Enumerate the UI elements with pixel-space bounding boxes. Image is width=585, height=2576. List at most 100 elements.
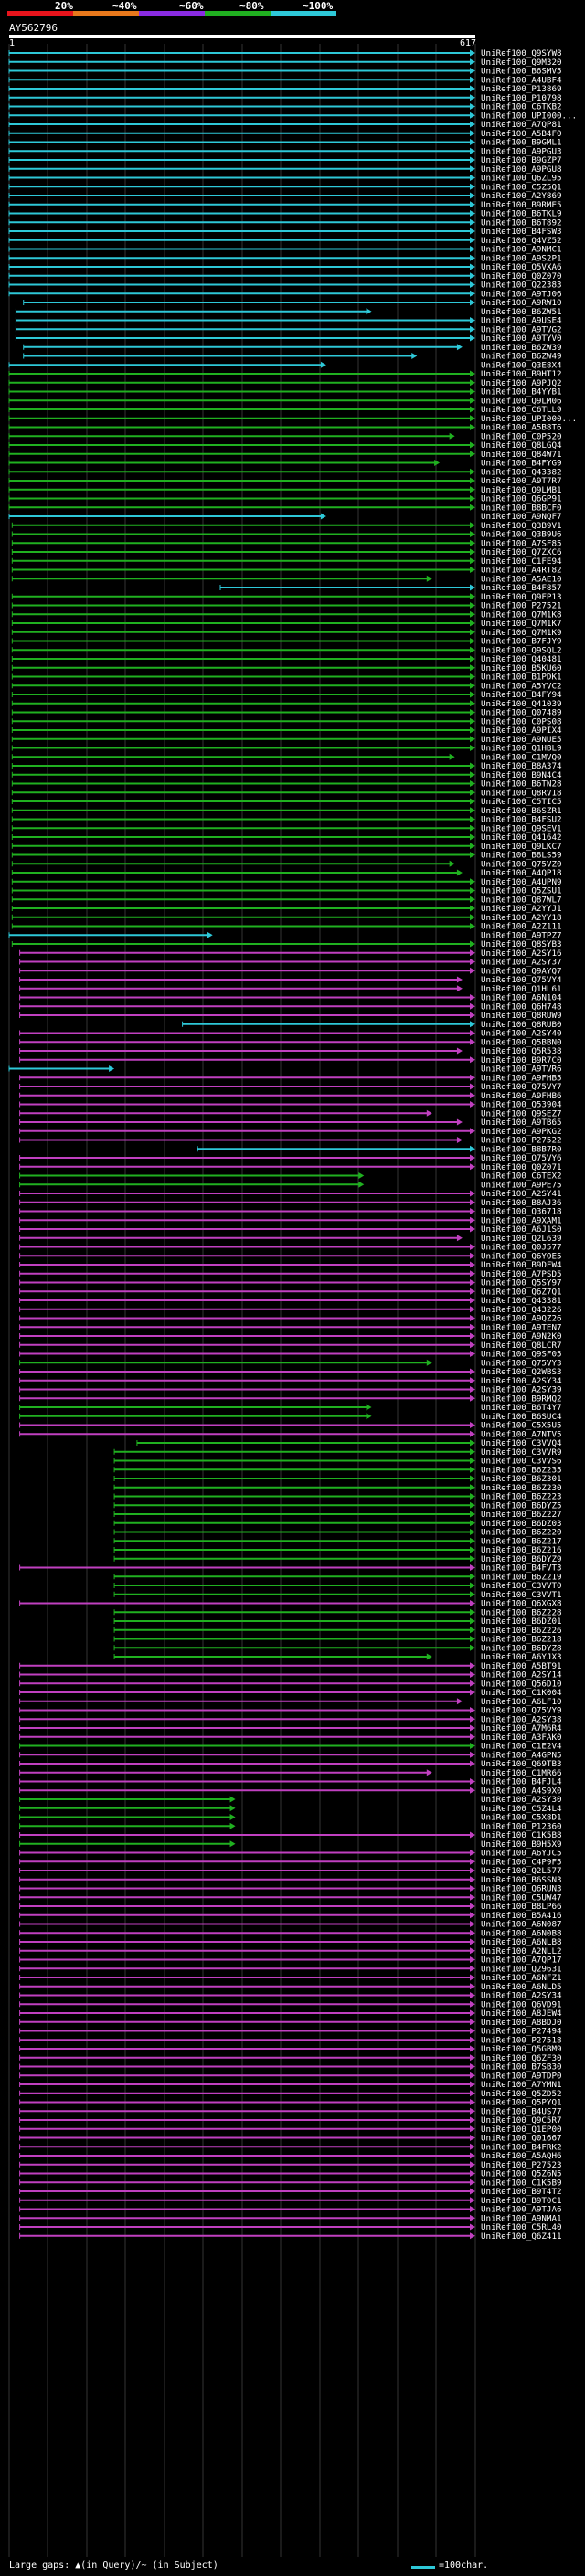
hit-label[interactable]: UniRef100_Q41642: [481, 832, 562, 843]
hit-label[interactable]: UniRef100_A9TJA6: [481, 2205, 562, 2215]
hit-label[interactable]: UniRef100_A6N087: [481, 1920, 562, 1930]
hit-label[interactable]: UniRef100_B4F857: [481, 583, 562, 593]
hit-label[interactable]: UniRef100_B9GML1: [481, 138, 562, 148]
hit-label[interactable]: UniRef100_A2YYJ1: [481, 904, 562, 914]
hit-label[interactable]: UniRef100_A9PJQ2: [481, 378, 562, 388]
hit-label[interactable]: UniRef100_B4FVT3: [481, 1564, 562, 1574]
hit-label[interactable]: UniRef100_A7SF85: [481, 538, 562, 548]
hit-label[interactable]: UniRef100_A9FHB6: [481, 1091, 562, 1101]
hit-label[interactable]: UniRef100_B8LS59: [481, 851, 562, 861]
hit-label[interactable]: UniRef100_Q22383: [481, 281, 562, 291]
hit-label[interactable]: UniRef100_A7NTV5: [481, 1429, 562, 1439]
hit-label[interactable]: UniRef100_A6J1S0: [481, 1224, 562, 1235]
hit-label[interactable]: UniRef100_C3VVQ4: [481, 1438, 562, 1448]
hit-label[interactable]: UniRef100_B4FYG9: [481, 459, 562, 469]
hit-label[interactable]: UniRef100_C4P9F5: [481, 1857, 562, 1867]
hit-label[interactable]: UniRef100_B7FJY9: [481, 637, 562, 647]
hit-label[interactable]: UniRef100_B8BCF0: [481, 503, 562, 513]
hit-label[interactable]: UniRef100_Q7ZXC6: [481, 547, 562, 557]
hit-label[interactable]: UniRef100_B6T892: [481, 217, 562, 228]
hit-label[interactable]: UniRef100_A6YJX3: [481, 1652, 562, 1662]
hit-label[interactable]: UniRef100_Q8RUB0: [481, 1020, 562, 1030]
hit-label[interactable]: UniRef100_Q75VY3: [481, 1358, 562, 1368]
hit-label[interactable]: UniRef100_Q6ZL95: [481, 174, 562, 184]
hit-label[interactable]: UniRef100_A3FAK0: [481, 1733, 562, 1743]
hit-label[interactable]: UniRef100_B9N4C4: [481, 770, 562, 780]
hit-label[interactable]: UniRef100_Q5Z6N5: [481, 2169, 562, 2179]
hit-label[interactable]: UniRef100_A9USE4: [481, 316, 562, 326]
hit-label[interactable]: UniRef100_A9S2P1: [481, 253, 562, 263]
hit-label[interactable]: UniRef100_A2YY18: [481, 913, 562, 923]
hit-label[interactable]: UniRef100_C0PS08: [481, 716, 562, 726]
hit-label[interactable]: UniRef100_C5RL40: [481, 2222, 562, 2232]
hit-label[interactable]: UniRef100_A2SY16: [481, 949, 562, 959]
hit-label[interactable]: UniRef100_Q53904: [481, 1100, 562, 1110]
hit-label[interactable]: UniRef100_Q4VZ52: [481, 236, 562, 246]
hit-label[interactable]: UniRef100_UPI000...: [481, 111, 577, 121]
hit-label[interactable]: UniRef100_B1PDK1: [481, 673, 562, 683]
hit-label[interactable]: UniRef100_C3VVT0: [481, 1581, 562, 1591]
hit-label[interactable]: UniRef100_Q5PYQ1: [481, 2098, 562, 2108]
hit-label[interactable]: UniRef100_B9R7C0: [481, 1055, 562, 1065]
hit-label[interactable]: UniRef100_Q9AYQ7: [481, 966, 562, 976]
hit-label[interactable]: UniRef100_B4US77: [481, 2106, 562, 2116]
hit-label[interactable]: UniRef100_Q6Z7Q1: [481, 1287, 562, 1297]
hit-label[interactable]: UniRef100_C1MR66: [481, 1768, 562, 1778]
hit-label[interactable]: UniRef100_Q5ZSU1: [481, 886, 562, 896]
hit-label[interactable]: UniRef100_A9TYV0: [481, 334, 562, 344]
hit-label[interactable]: UniRef100_B4FSW3: [481, 227, 562, 237]
hit-label[interactable]: UniRef100_Q5ZD52: [481, 2089, 562, 2099]
hit-label[interactable]: UniRef100_C6TLL9: [481, 405, 562, 415]
hit-label[interactable]: UniRef100_A7PSD5: [481, 1269, 562, 1279]
hit-label[interactable]: UniRef100_A9TVR6: [481, 1065, 562, 1075]
hit-label[interactable]: UniRef100_Q9M320: [481, 58, 562, 68]
hit-label[interactable]: UniRef100_A9FHB5: [481, 1073, 562, 1083]
hit-label[interactable]: UniRef100_A6NLB8: [481, 1937, 562, 1947]
hit-label[interactable]: UniRef100_B9RME5: [481, 200, 562, 210]
hit-label[interactable]: UniRef100_A9PIX4: [481, 726, 562, 736]
hit-label[interactable]: UniRef100_B6ZW51: [481, 307, 562, 317]
hit-label[interactable]: UniRef100_Q9LM06: [481, 396, 562, 406]
hit-label[interactable]: UniRef100_A9TB65: [481, 1118, 562, 1128]
hit-label[interactable]: UniRef100_Q8RV18: [481, 788, 562, 798]
hit-label[interactable]: UniRef100_Q75VY9: [481, 1706, 562, 1716]
hit-label[interactable]: UniRef100_P27518: [481, 2035, 562, 2045]
hit-label[interactable]: UniRef100_C1FE94: [481, 557, 562, 567]
hit-label[interactable]: UniRef100_B4YYB1: [481, 387, 562, 398]
hit-label[interactable]: UniRef100_A2Y869: [481, 191, 562, 201]
hit-label[interactable]: UniRef100_B4FSU2: [481, 815, 562, 825]
hit-label[interactable]: UniRef100_Q75VY7: [481, 1082, 562, 1092]
hit-label[interactable]: UniRef100_B6DZ01: [481, 1617, 562, 1627]
hit-label[interactable]: UniRef100_Q36718: [481, 1207, 562, 1217]
hit-label[interactable]: UniRef100_C5UW47: [481, 1892, 562, 1903]
hit-label[interactable]: UniRef100_B6DYZ9: [481, 1554, 562, 1564]
hit-label[interactable]: UniRef100_A2SY34: [481, 1991, 562, 2001]
hit-label[interactable]: UniRef100_Q9LKC7: [481, 842, 562, 852]
hit-label[interactable]: UniRef100_A2SY14: [481, 1670, 562, 1680]
hit-label[interactable]: UniRef100_B6Z230: [481, 1483, 562, 1493]
hit-label[interactable]: UniRef100_A5B8T6: [481, 423, 562, 433]
hit-label[interactable]: UniRef100_B6Z223: [481, 1492, 562, 1502]
hit-label[interactable]: UniRef100_Q29631: [481, 1964, 562, 1974]
hit-label[interactable]: UniRef100_A2SY39: [481, 1385, 562, 1395]
hit-label[interactable]: UniRef100_C1MVQ0: [481, 752, 562, 762]
hit-label[interactable]: UniRef100_B6DYZ5: [481, 1500, 562, 1511]
hit-label[interactable]: UniRef100_Q9C5R7: [481, 2115, 562, 2125]
hit-label[interactable]: UniRef100_B4FRK2: [481, 2142, 562, 2152]
hit-label[interactable]: UniRef100_Q56D10: [481, 1679, 562, 1689]
hit-label[interactable]: UniRef100_B6ZW49: [481, 352, 562, 362]
hit-label[interactable]: UniRef100_Q7M1K8: [481, 610, 562, 620]
hit-label[interactable]: UniRef100_B8LP66: [481, 1902, 562, 1912]
hit-label[interactable]: UniRef100_Q43382: [481, 467, 562, 477]
hit-label[interactable]: UniRef100_B6T4Y7: [481, 1403, 562, 1413]
hit-label[interactable]: UniRef100_A5AQH6: [481, 2151, 562, 2161]
hit-label[interactable]: UniRef100_A9PKG2: [481, 1127, 562, 1137]
hit-label[interactable]: UniRef100_A6LF10: [481, 1697, 562, 1707]
hit-label[interactable]: UniRef100_Q41039: [481, 699, 562, 709]
hit-label[interactable]: UniRef100_C5TIC5: [481, 797, 562, 807]
hit-label[interactable]: UniRef100_B5KU60: [481, 663, 562, 673]
hit-label[interactable]: UniRef100_C1K5B9: [481, 2178, 562, 2188]
hit-label[interactable]: UniRef100_C3VVS6: [481, 1457, 562, 1467]
hit-label[interactable]: UniRef100_C5Z5Q1: [481, 182, 562, 192]
hit-label[interactable]: UniRef100_Q8LGQ4: [481, 440, 562, 451]
